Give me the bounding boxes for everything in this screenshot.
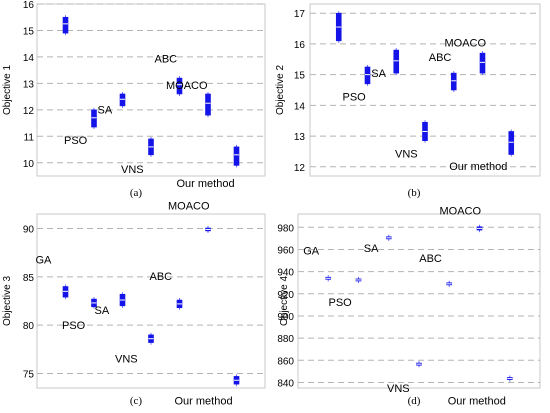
panel-d: 840 860 880 900 920 940 960 980 Objective 4 GA PSO… — [277, 205, 541, 408]
method-label: Our method — [448, 396, 506, 408]
plot-frame — [309, 3, 541, 177]
method-label: SA — [98, 104, 113, 116]
method-label: Our method — [175, 395, 233, 407]
method-label: ABC — [429, 52, 452, 64]
method-label: SA — [95, 305, 110, 317]
y-tick-label: 12 — [23, 106, 35, 117]
box-pso — [91, 109, 97, 128]
y-tick-label: 14 — [294, 101, 306, 112]
method-label: VNS — [121, 164, 144, 176]
y-tick-label: 17 — [294, 9, 306, 20]
y-tick-label: 960 — [277, 245, 294, 256]
method-label: Our method — [449, 161, 507, 173]
y-tick-label: 920 — [277, 290, 294, 301]
box-abc — [450, 72, 457, 91]
y-tick-label: 860 — [277, 356, 294, 367]
y-tick-label: 80 — [23, 321, 35, 332]
method-label: GA — [303, 245, 320, 257]
method-label: SA — [364, 243, 379, 255]
method-label: PSO — [64, 135, 88, 147]
method-label: PSO — [329, 297, 353, 309]
method-label: MOACO — [440, 205, 482, 217]
y-tick-label: 980 — [277, 223, 294, 234]
y-axis-label: Objective 1 — [2, 65, 13, 115]
box-ga — [62, 16, 69, 34]
method-label: MOACO — [166, 80, 208, 92]
y-tick-label: 12 — [294, 163, 306, 174]
y-tick-label: 75 — [23, 370, 35, 381]
y-axis-label: Objective 2 — [275, 65, 286, 115]
y-axis-label: Objective 3 — [2, 276, 13, 326]
y-axis-label: Objective 4 — [279, 276, 290, 326]
y-tick-label: 13 — [294, 132, 306, 143]
method-label: GA — [36, 254, 53, 266]
y-tick-label: 940 — [277, 268, 294, 279]
method-label: PSO — [62, 320, 86, 332]
method-label: Our method — [177, 178, 235, 190]
y-tick-label: 880 — [277, 334, 294, 345]
method-label: ABC — [150, 271, 173, 283]
plot-frame — [297, 213, 541, 389]
y-tick-label: 11 — [24, 132, 35, 143]
method-label: PSO — [343, 92, 367, 104]
method-label: VNS — [395, 148, 418, 160]
y-tick-label: 16 — [23, 0, 35, 11]
y-tick-label: 900 — [277, 312, 294, 323]
box-moaco — [205, 93, 211, 116]
method-label: VNS — [387, 383, 410, 395]
y-tick-label: 85 — [23, 273, 35, 284]
box-our-method — [233, 146, 240, 166]
box-pso — [364, 66, 371, 85]
box-sa — [119, 93, 126, 107]
y-tick-label: 15 — [23, 26, 35, 37]
panel-caption: (c) — [130, 395, 143, 407]
method-label: MOACO — [168, 200, 210, 212]
y-tick-label: 10 — [23, 159, 35, 170]
method-label: MOACO — [445, 37, 487, 49]
box-sa — [393, 49, 400, 74]
y-tick-label: 840 — [277, 378, 294, 389]
plot-frame — [36, 213, 266, 389]
panel-c: 75 80 85 90 Objective 3 GA PSO SA VNS ABC MOACO Our… — [2, 200, 266, 407]
y-tick-label: 90 — [23, 225, 35, 236]
method-label: ABC — [419, 253, 442, 265]
panel-caption: (a) — [130, 187, 143, 199]
method-label: ABC — [155, 54, 178, 66]
y-tick-label: 16 — [294, 40, 306, 51]
y-tick-label: 13 — [23, 79, 35, 90]
panel-caption: (d) — [408, 395, 421, 407]
y-tick-label: 14 — [23, 53, 35, 64]
box-abc — [176, 77, 183, 95]
box-moaco — [479, 52, 486, 74]
panel-caption: (b) — [408, 187, 421, 199]
method-label: VNS — [115, 354, 138, 366]
y-tick-label: 15 — [294, 71, 306, 82]
box-our-method — [508, 131, 515, 155]
method-label: SA — [371, 68, 386, 80]
